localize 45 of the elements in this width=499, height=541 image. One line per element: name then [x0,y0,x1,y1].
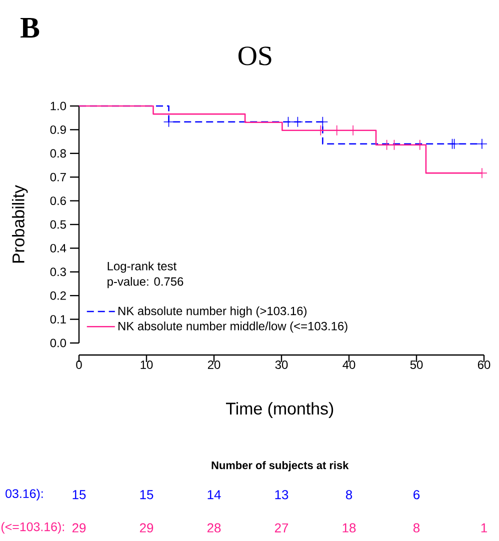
text: B [20,18,40,38]
x-tick-label: 20 [208,360,220,369]
point [292,116,304,128]
y-tick-label: 0.8 [50,149,66,158]
y-tick-label: 0.7 [50,172,66,182]
text: 28 [207,523,221,532]
text: 15 [140,490,154,500]
text: 6 [414,490,420,500]
point [476,138,488,150]
text: 03.16): [6,488,43,500]
y-tick-label: 0.9 [50,125,66,134]
text: 8 [413,523,420,532]
text: 15 [72,490,86,500]
point [163,116,174,128]
y-axis-title: Probability [12,185,28,263]
x-tick-label: 50 [410,360,423,369]
text: 13 [275,490,288,500]
text: 29 [140,523,154,532]
annotation: Log-rank test [108,262,176,273]
text: 1 [481,523,487,532]
y-tick-label: 0.6 [50,196,66,206]
x-tick-label: 40 [342,360,356,369]
text: Number of subjects at risk [212,461,349,472]
text: 18 [342,523,356,532]
text: 8 [346,490,352,500]
text: (<=103.16): [1,522,64,534]
y-tick-label: 0.0 [50,338,66,348]
x-tick-label: 10 [140,360,153,369]
text: 27 [274,523,288,532]
x-tick-label: 30 [275,360,288,369]
legend-label: NK absolute number middle/low (<=103.16) [118,322,348,333]
y-tick-label: 0.5 [50,220,66,229]
y-tick-label: 0.2 [50,291,66,300]
point [282,116,294,128]
y-tick-label: 0.3 [50,268,66,276]
text: 29 [72,523,86,532]
y-tick-label: 1.0 [50,102,66,110]
annotation: p-value: 0.756 [108,276,184,288]
x-axis-title: Time (months) [226,402,334,418]
chart-title: OS [238,46,272,66]
x-tick-label: 60 [478,360,490,369]
y-tick-label: 0.4 [50,244,66,252]
text: 14 [208,490,221,500]
y-tick-label: 0.1 [50,315,66,324]
legend-label: NK absolute number high (>103.16) [118,306,306,318]
